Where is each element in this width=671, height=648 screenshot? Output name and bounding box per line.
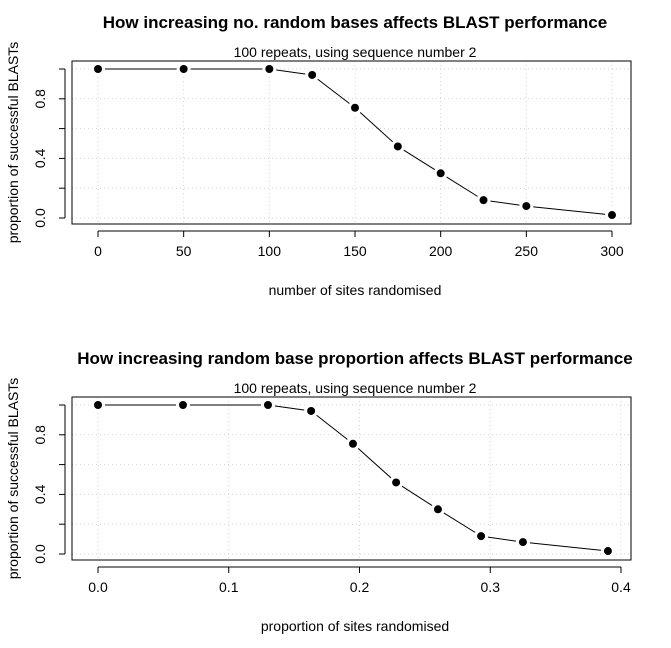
x-axis-label: number of sites randomised bbox=[269, 282, 442, 298]
chart-panel-2: How increasing random base proportion af… bbox=[5, 349, 633, 634]
data-point bbox=[477, 532, 486, 541]
data-point bbox=[518, 538, 527, 547]
data-point bbox=[263, 401, 272, 409]
x-axis: 0.0 0.1 0.2 0.3 0.4 bbox=[88, 566, 631, 595]
plot-frame bbox=[71, 396, 632, 561]
x-tick-label: 0.4 bbox=[611, 579, 631, 595]
chart-title: How increasing no. random bases affects … bbox=[103, 13, 607, 32]
x-tick-label: 0.0 bbox=[88, 579, 108, 595]
data-point bbox=[307, 406, 316, 415]
y-axis: 0.0 0.4 0.8 bbox=[32, 404, 66, 564]
x-tick-label: 0 bbox=[94, 243, 102, 259]
series-line-segment bbox=[354, 107, 399, 147]
x-tick-label: 0.1 bbox=[219, 579, 239, 595]
data-point bbox=[94, 401, 102, 409]
y-tick-label: 0.8 bbox=[32, 89, 48, 109]
x-tick-label: 150 bbox=[343, 243, 367, 259]
x-tick-label: 200 bbox=[429, 243, 453, 259]
data-point bbox=[308, 70, 317, 79]
x-tick-label: 50 bbox=[176, 243, 192, 259]
series-line-segment bbox=[397, 146, 441, 174]
y-axis: 0.0 0.4 0.8 bbox=[32, 68, 66, 228]
data-point bbox=[433, 505, 442, 514]
data-point bbox=[608, 211, 616, 220]
data-point bbox=[522, 202, 531, 211]
y-tick-label: 0.0 bbox=[32, 544, 48, 564]
series-line-segment bbox=[437, 508, 482, 537]
y-tick-label: 0.4 bbox=[32, 484, 48, 504]
data-point bbox=[265, 65, 274, 73]
data-point bbox=[479, 196, 488, 205]
y-axis-label: proportion of successful BLASTs bbox=[5, 378, 21, 580]
x-axis: 0 50 100 150 200 250 300 bbox=[94, 230, 624, 259]
chart-subtitle: 100 repeats, using sequence number 2 bbox=[234, 380, 477, 396]
series-line-segment bbox=[310, 410, 354, 445]
series-line-segment bbox=[269, 68, 313, 76]
series-line-segment bbox=[267, 404, 312, 412]
x-axis-label: proportion of sites randomised bbox=[261, 618, 449, 634]
y-tick-label: 0.0 bbox=[32, 208, 48, 228]
series-line-segment bbox=[481, 535, 524, 543]
data-point bbox=[94, 65, 102, 73]
plot-frame bbox=[71, 60, 632, 225]
series-line-segment bbox=[352, 443, 397, 483]
x-tick-label: 300 bbox=[600, 243, 624, 259]
series-line-segment bbox=[522, 541, 608, 552]
chart-title: How increasing random base proportion af… bbox=[77, 349, 632, 368]
data-point bbox=[436, 169, 445, 178]
chart-panel-1: How increasing no. random bases affects … bbox=[5, 13, 632, 298]
data-point bbox=[351, 103, 359, 112]
data-point bbox=[179, 65, 188, 73]
y-axis-label: proportion of successful BLASTs bbox=[5, 42, 21, 244]
series-line-segment bbox=[395, 482, 439, 510]
series-line-segment bbox=[440, 172, 484, 201]
x-tick-label: 0.3 bbox=[481, 579, 501, 595]
data-point bbox=[178, 401, 187, 409]
x-tick-label: 0.2 bbox=[350, 579, 370, 595]
series-line-segment bbox=[311, 74, 356, 109]
x-tick-label: 250 bbox=[515, 243, 539, 259]
x-tick-label: 100 bbox=[258, 243, 282, 259]
y-tick-label: 0.4 bbox=[32, 148, 48, 168]
data-point bbox=[348, 439, 357, 448]
data-point bbox=[393, 142, 402, 151]
data-point bbox=[603, 547, 612, 556]
y-tick-label: 0.8 bbox=[32, 425, 48, 445]
data-point bbox=[392, 478, 401, 487]
chart-subtitle: 100 repeats, using sequence number 2 bbox=[234, 44, 477, 60]
series-line-segment bbox=[483, 199, 527, 207]
series-line-segment bbox=[526, 205, 613, 216]
